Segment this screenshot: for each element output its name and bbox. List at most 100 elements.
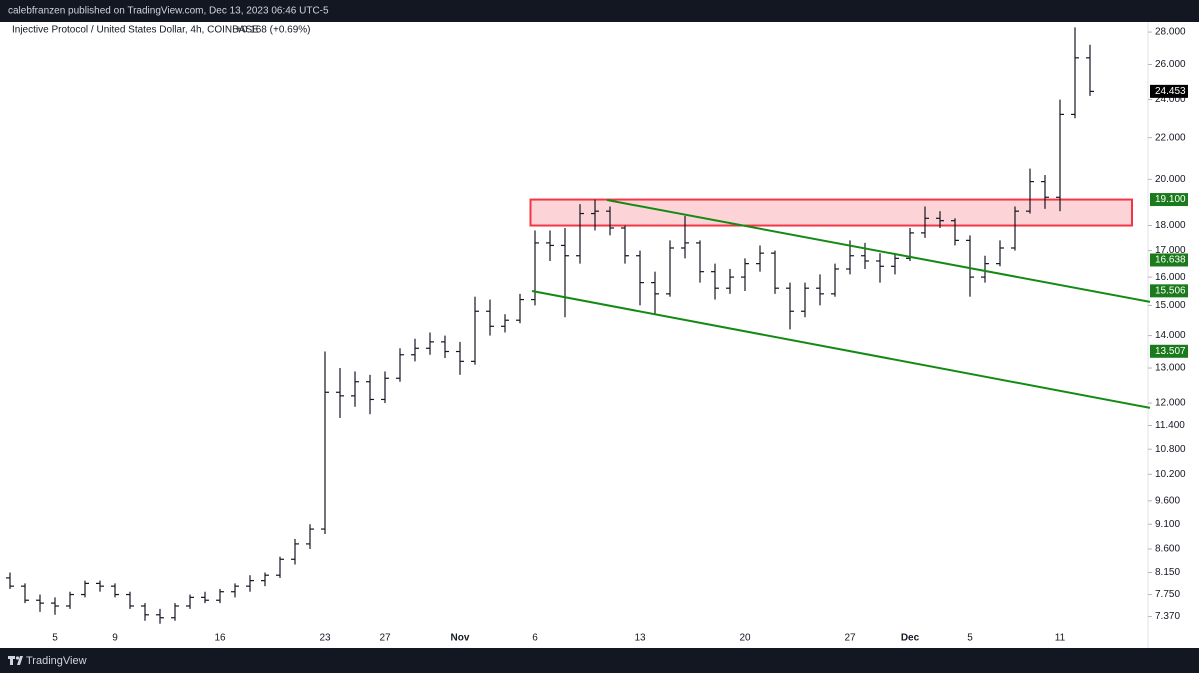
x-tick-label: Dec (901, 633, 920, 644)
x-tick-label: 5 (967, 633, 973, 644)
ohlc-bar (981, 255, 989, 283)
ohlc-bar (591, 199, 599, 231)
ohlc-bar (816, 274, 824, 306)
ohlc-bar (171, 603, 179, 621)
y-tick-label: 8.150 (1155, 567, 1180, 578)
ohlc-bar (636, 250, 644, 306)
publisher-header: calebfranzen published on TradingView.co… (8, 6, 329, 17)
y-tick-label: 20.000 (1155, 174, 1186, 185)
price-label: 19.100 (1155, 194, 1186, 205)
ohlc-bar (801, 282, 809, 318)
ohlc-bar (546, 230, 554, 261)
y-tick-label: 24.000 (1155, 94, 1186, 105)
ohlc-bar (456, 341, 464, 375)
y-tick-label: 16.000 (1155, 272, 1186, 283)
ohlc-bar (156, 608, 164, 624)
ohlc-bar (576, 204, 584, 264)
ohlc-bar (351, 371, 359, 407)
price-label: 15.506 (1155, 285, 1186, 296)
ohlc-bar (471, 296, 479, 365)
x-tick-label: 11 (1055, 633, 1066, 644)
price-change: +0.168 (+0.69%) (236, 25, 311, 36)
ohlc-bar (81, 580, 89, 598)
ohlc-bar (861, 242, 869, 269)
ohlc-bar (726, 268, 734, 294)
x-tick-label: 27 (844, 633, 856, 644)
price-label-box (1150, 344, 1188, 358)
price-label-box (1150, 84, 1188, 98)
ohlc-bar (411, 338, 419, 362)
y-tick-label: 7.750 (1155, 589, 1180, 600)
y-tick-label: 7.370 (1155, 611, 1180, 622)
ohlc-bar (336, 368, 344, 418)
price-label-box (1150, 253, 1188, 267)
x-tick-label: Nov (451, 633, 470, 644)
ohlc-bar (216, 588, 224, 604)
ohlc-bar (96, 580, 104, 592)
ohlc-bar (966, 235, 974, 297)
ohlc-bar (21, 583, 29, 604)
x-tick-label: 23 (319, 633, 331, 644)
footer-brand: TradingView (26, 655, 87, 667)
price-label: 13.507 (1155, 346, 1186, 357)
ohlc-bar (681, 215, 689, 259)
ohlc-bar (186, 594, 194, 609)
y-tick-label: 9.600 (1155, 495, 1180, 506)
price-label-box (1150, 193, 1188, 207)
trend-line (531, 290, 1151, 409)
ohlc-bar (306, 524, 314, 549)
ohlc-bar (111, 583, 119, 598)
ohlc-bar (1071, 27, 1079, 119)
x-tick-label: 5 (52, 633, 58, 644)
ohlc-bar (951, 218, 959, 246)
ohlc-bar (561, 227, 569, 318)
ohlc-bar (831, 263, 839, 297)
x-tick-label: 27 (379, 633, 391, 644)
ohlc-bar (36, 594, 44, 612)
y-tick-label: 14.000 (1155, 330, 1186, 341)
ohlc-bar (1086, 44, 1094, 96)
bottom-bar (0, 648, 1199, 673)
ohlc-bar (126, 591, 134, 609)
ohlc-bar (426, 332, 434, 355)
ohlc-bar (486, 299, 494, 336)
ohlc-bar (1041, 175, 1049, 209)
ohlc-bar (396, 348, 404, 382)
ohlc-bar (1011, 206, 1019, 251)
y-tick-label: 17.000 (1155, 245, 1186, 256)
y-tick-label: 8.600 (1155, 544, 1180, 555)
ohlc-bar (741, 258, 749, 292)
price-label: 24.453 (1155, 86, 1186, 97)
ohlc-bar (291, 538, 299, 565)
ohlc-bar (66, 591, 74, 609)
x-tick-label: 13 (634, 633, 646, 644)
ohlc-bar (996, 240, 1004, 267)
y-tick-label: 18.000 (1155, 220, 1186, 231)
x-tick-label: 16 (214, 633, 226, 644)
ohlc-bar (1056, 99, 1064, 212)
y-tick-label: 10.800 (1155, 444, 1186, 455)
ohlc-bar (276, 556, 284, 578)
ohlc-bar (921, 206, 929, 238)
ohlc-bar (756, 245, 764, 272)
price-label: 16.638 (1155, 255, 1186, 266)
top-bar (0, 0, 1199, 22)
ohlc-bar (501, 314, 509, 333)
ohlc-bar (381, 371, 389, 404)
x-tick-label: 6 (532, 633, 538, 644)
ohlc-bar (621, 225, 629, 264)
tv-logo (8, 656, 23, 665)
y-tick-label: 22.000 (1155, 132, 1186, 143)
y-tick-label: 10.200 (1155, 469, 1186, 480)
y-tick-label: 13.000 (1155, 363, 1186, 374)
ohlc-bar (651, 271, 659, 315)
y-tick-label: 28.000 (1155, 27, 1186, 38)
x-tick-label: 9 (112, 633, 118, 644)
price-label-box (1150, 284, 1188, 298)
x-tick-label: 20 (739, 633, 751, 644)
ohlc-bar (366, 374, 374, 415)
ohlc-bar (606, 206, 614, 236)
ohlc-bar (891, 253, 899, 275)
